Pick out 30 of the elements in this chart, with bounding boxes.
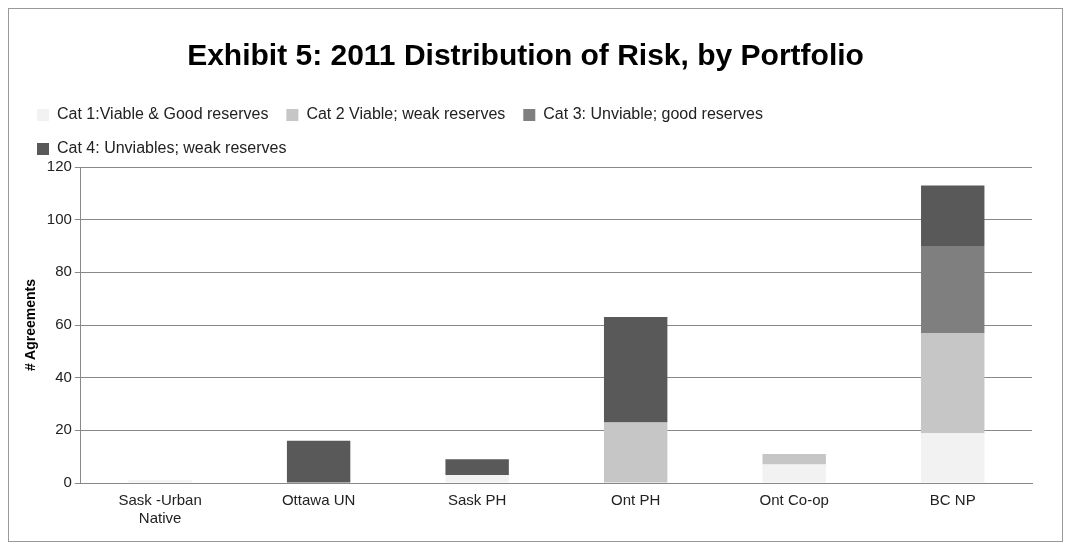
legend-label: Cat 2 Viable; weak reserves [306,105,506,123]
y-tick-label: 60 [55,315,72,333]
x-tick-label: Ont Co-op [759,491,829,509]
x-tick-label: Ont PH [611,491,661,509]
y-tick-label: 120 [46,157,72,175]
y-tick-label: 80 [55,262,72,280]
bar [603,317,668,423]
legend-label: Cat 1:Viable & Good reserves [57,105,269,123]
y-axis-title: # Agreements [22,278,39,372]
y-tick-label: 0 [63,473,72,491]
x-tick-label: BC NP [929,491,976,509]
bar [762,454,826,465]
y-tick-label: 40 [55,367,72,385]
bar [921,185,985,246]
bar [445,459,509,476]
bar [762,464,826,483]
legend-label: Cat 3: Unviable; good reserves [543,105,763,123]
chart-title: Exhibit 5: 2011 Distribution of Risk, by Portfolio [187,38,864,72]
y-tick-label: 20 [55,420,72,438]
bar [921,332,985,433]
bar [445,475,509,483]
x-tick-label: Ottawa UN [281,491,356,509]
y-tick-label: 100 [46,209,72,227]
x-tick-label: Sask -Urban Native [118,491,202,527]
x-tick-label: Sask PH [447,491,507,509]
bar [128,480,192,483]
legend-label: Cat 4: Unviables; weak reserves [57,139,287,157]
bar [921,432,985,483]
bar [603,422,668,483]
bar [286,440,351,483]
